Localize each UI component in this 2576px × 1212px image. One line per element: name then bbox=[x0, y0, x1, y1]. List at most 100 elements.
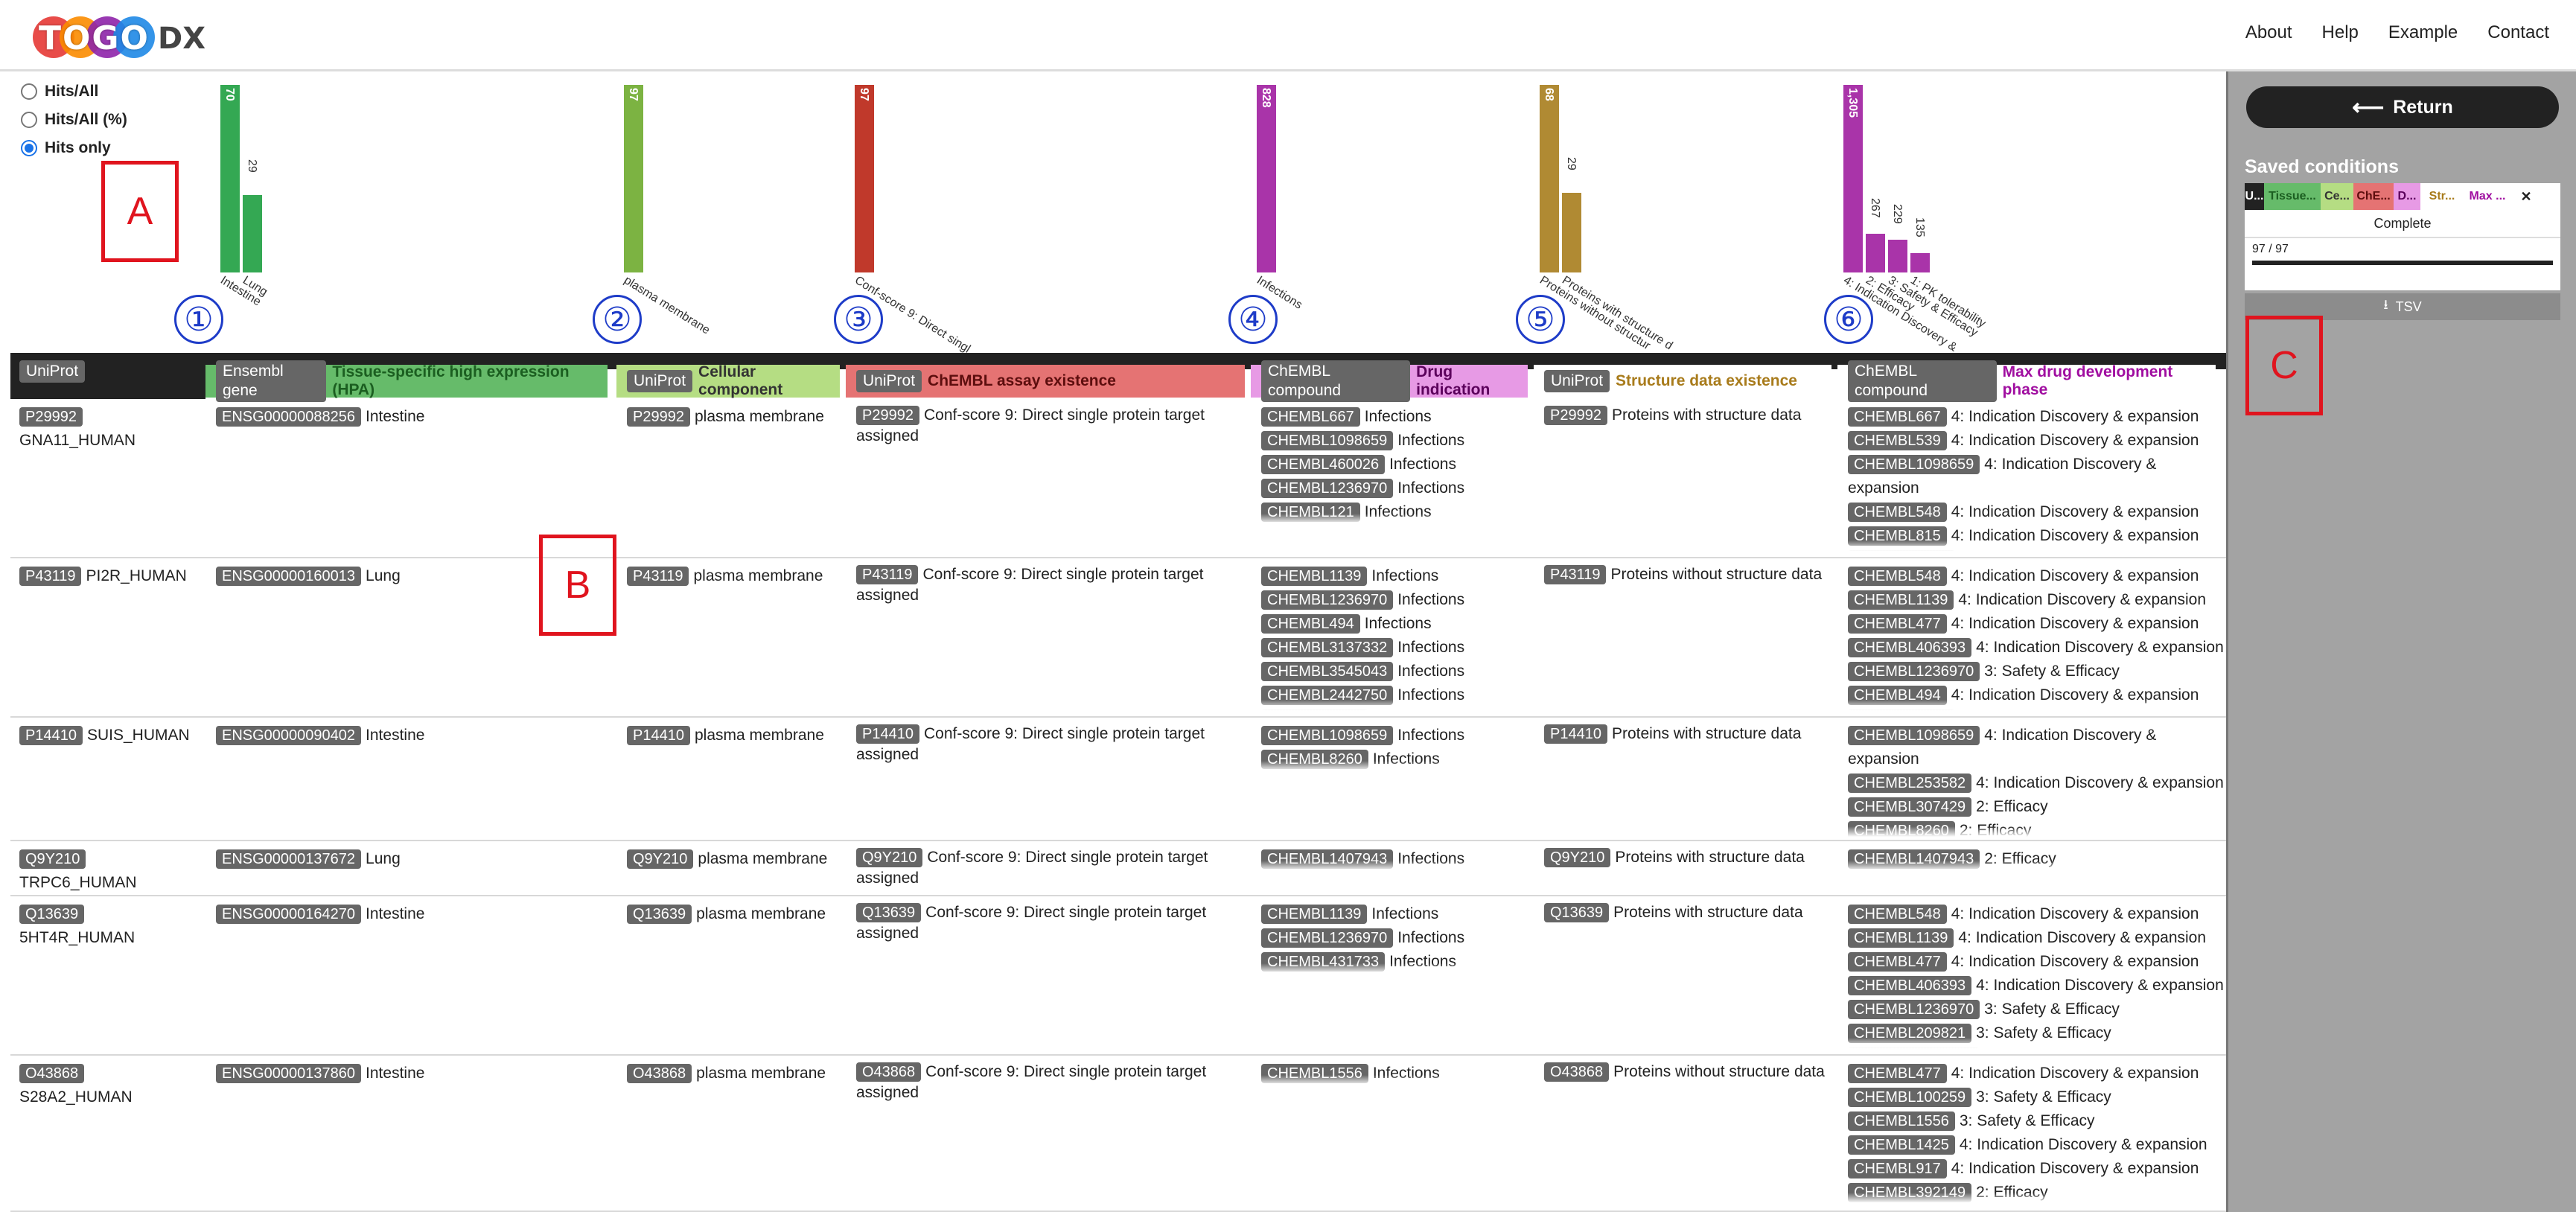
id-tag[interactable]: CHEMBL431733 bbox=[1261, 952, 1386, 972]
id-tag[interactable]: CHEMBL1098659 bbox=[1848, 726, 1980, 745]
id-tag[interactable]: CHEMBL392149 bbox=[1848, 1183, 1972, 1202]
id-tag[interactable]: CHEMBL477 bbox=[1848, 952, 1947, 972]
id-tag[interactable]: CHEMBL460026 bbox=[1261, 455, 1386, 474]
id-tag[interactable]: CHEMBL2105 bbox=[1261, 709, 1368, 710]
id-tag[interactable]: CHEMBL548 bbox=[1848, 503, 1947, 522]
id-tag[interactable]: CHEMBL667 bbox=[1848, 407, 1947, 427]
id-tag[interactable]: ENSG00000090402 bbox=[216, 726, 362, 745]
id-tag[interactable]: CHEMBL1236970 bbox=[1261, 928, 1394, 948]
id-tag[interactable]: CHEMBL406393 bbox=[1848, 638, 1972, 657]
id-tag[interactable]: P14410 bbox=[1544, 724, 1607, 744]
id-tag[interactable]: Q13639 bbox=[856, 903, 922, 922]
radio-hits-only[interactable]: Hits only bbox=[21, 134, 127, 162]
histogram-bar[interactable] bbox=[1866, 234, 1885, 272]
uniprot-id-tag[interactable]: O43868 bbox=[19, 1064, 85, 1083]
id-tag[interactable]: CHEMBL815 bbox=[1848, 526, 1947, 546]
uniprot-id-tag[interactable]: P14410 bbox=[19, 726, 83, 745]
id-tag[interactable]: CHEMBL548 bbox=[1848, 567, 1947, 586]
id-tag[interactable]: ENSG00000164270 bbox=[216, 905, 362, 924]
id-tag[interactable]: CHEMBL1556 bbox=[1261, 1064, 1368, 1083]
id-tag[interactable]: Q13639 bbox=[1544, 903, 1610, 922]
togodx-logo[interactable]: TOGO DX bbox=[33, 13, 205, 58]
id-tag[interactable]: O43868 bbox=[1544, 1062, 1610, 1082]
id-tag[interactable]: CHEMBL3545043 bbox=[1261, 662, 1394, 681]
table-row[interactable]: Q9Y210 TRPC6_HUMAN ENSG00000137672 Lung Q9Y2… bbox=[10, 841, 2226, 896]
id-tag[interactable]: CHEMBL1407943 bbox=[1261, 849, 1394, 869]
column-header[interactable]: UniProt Structure data existence bbox=[1534, 365, 1831, 398]
saved-condition-card[interactable]: U... Tissue... Ce... ChE... D... Str... Max ..… bbox=[2245, 183, 2560, 290]
id-tag[interactable]: P43119 bbox=[1544, 565, 1607, 584]
column-header[interactable]: ChEMBL compound Max drug development phas… bbox=[1837, 360, 2216, 402]
id-tag[interactable]: Q13639 bbox=[627, 905, 692, 924]
radio-hits-all-percent[interactable]: Hits/All (%) bbox=[21, 106, 127, 134]
id-tag[interactable]: O43868 bbox=[627, 1064, 692, 1083]
uniprot-id-tag[interactable]: P29992 bbox=[19, 407, 83, 427]
id-tag[interactable]: Q9Y210 bbox=[627, 849, 694, 869]
histogram-bar[interactable] bbox=[1540, 85, 1559, 272]
id-tag[interactable]: Q9Y210 bbox=[1544, 848, 1611, 867]
id-tag[interactable]: CHEMBL1139 bbox=[1261, 905, 1368, 924]
condition-tab[interactable]: ChE... bbox=[2353, 183, 2394, 210]
nav-help[interactable]: Help bbox=[2321, 22, 2359, 42]
id-tag[interactable]: ENSG00000160013 bbox=[216, 567, 362, 586]
id-tag[interactable]: CHEMBL1236970 bbox=[1261, 590, 1394, 610]
id-tag[interactable]: CHEMBL494 bbox=[1848, 686, 1947, 705]
id-tag[interactable]: CHEMBL8260 bbox=[1848, 821, 1955, 837]
id-tag[interactable]: P14410 bbox=[856, 724, 919, 744]
id-tag[interactable]: Q9Y210 bbox=[856, 848, 923, 867]
histogram-bar[interactable] bbox=[220, 85, 240, 272]
uniprot-id-tag[interactable]: P43119 bbox=[19, 567, 82, 586]
condition-tab[interactable]: Max ... bbox=[2464, 183, 2511, 210]
radio-button[interactable] bbox=[21, 112, 37, 128]
condition-tab[interactable]: Ce... bbox=[2321, 183, 2353, 210]
close-icon[interactable]: ✕ bbox=[2520, 188, 2532, 204]
id-tag[interactable]: CHEMBL1098659 bbox=[1261, 431, 1394, 450]
histogram-bar[interactable] bbox=[624, 85, 643, 272]
id-tag[interactable]: CHEMBL539 bbox=[1848, 431, 1947, 450]
nav-about[interactable]: About bbox=[2245, 22, 2292, 42]
id-tag[interactable]: CHEMBL2105 bbox=[1848, 550, 1955, 551]
condition-tab[interactable]: D... bbox=[2394, 183, 2420, 210]
id-tag[interactable]: P29992 bbox=[1544, 406, 1607, 425]
histogram-bar[interactable] bbox=[243, 194, 262, 272]
uniprot-id-tag[interactable]: Q13639 bbox=[19, 905, 85, 924]
id-tag[interactable]: CHEMBL2105 bbox=[1848, 709, 1955, 710]
id-tag[interactable]: CHEMBL1556 bbox=[1848, 1111, 1955, 1131]
id-tag[interactable]: CHEMBL1098659 bbox=[1848, 455, 1980, 474]
column-header[interactable]: ChEMBL compound Drug indication bbox=[1251, 360, 1528, 402]
histogram-bar[interactable] bbox=[1257, 85, 1276, 272]
id-tag[interactable]: CHEMBL667 bbox=[1261, 407, 1360, 427]
id-tag[interactable]: ENSG00000088256 bbox=[216, 407, 362, 427]
id-tag[interactable]: P29992 bbox=[627, 407, 690, 427]
uniprot-id-tag[interactable]: Q9Y210 bbox=[19, 849, 86, 869]
histogram-bar[interactable] bbox=[1910, 252, 1930, 272]
id-tag[interactable]: CHEMBL1139 bbox=[1261, 567, 1368, 586]
radio-button[interactable] bbox=[21, 83, 37, 100]
histogram-bar[interactable] bbox=[855, 85, 874, 272]
id-tag[interactable]: CHEMBL209821 bbox=[1848, 1024, 1972, 1043]
id-tag[interactable]: CHEMBL8260 bbox=[1261, 750, 1368, 769]
id-tag[interactable]: O43868 bbox=[856, 1062, 922, 1082]
nav-example[interactable]: Example bbox=[2388, 22, 2458, 42]
column-header[interactable]: Ensembl gene Tissue-specific high express… bbox=[205, 360, 608, 402]
condition-tab[interactable]: Str... bbox=[2420, 183, 2464, 210]
column-header[interactable]: UniProt ChEMBL assay existence bbox=[846, 365, 1245, 398]
header-uniprot[interactable]: UniProt bbox=[19, 360, 91, 383]
id-tag[interactable]: CHEMBL1236970 bbox=[1848, 1000, 1980, 1019]
id-tag[interactable]: CHEMBL1098659 bbox=[1261, 726, 1394, 745]
id-tag[interactable]: CHEMBL1407943 bbox=[1848, 849, 1980, 869]
column-header[interactable]: UniProt Cellular component bbox=[616, 363, 840, 398]
histogram-bar[interactable] bbox=[1562, 192, 1581, 272]
id-tag[interactable]: ENSG00000137672 bbox=[216, 849, 362, 869]
id-tag[interactable]: P43119 bbox=[627, 567, 689, 586]
id-tag[interactable]: CHEMBL1139 bbox=[1848, 928, 1954, 948]
id-tag[interactable]: CHEMBL1200803 bbox=[1848, 1047, 1980, 1048]
table-row[interactable]: P29992 GNA11_HUMAN ENSG00000088256 Intestin… bbox=[10, 399, 2226, 558]
id-tag[interactable]: CHEMBL917 bbox=[1848, 1159, 1947, 1178]
id-tag[interactable]: ENSG00000137860 bbox=[216, 1064, 362, 1083]
id-tag[interactable]: CHEMBL2442750 bbox=[1261, 686, 1394, 705]
id-tag[interactable]: CHEMBL100259 bbox=[1848, 1088, 1972, 1107]
id-tag[interactable]: P29992 bbox=[856, 406, 919, 425]
radio-hits-all[interactable]: Hits/All bbox=[21, 77, 127, 106]
id-tag[interactable]: CHEMBL477 bbox=[1848, 614, 1947, 634]
